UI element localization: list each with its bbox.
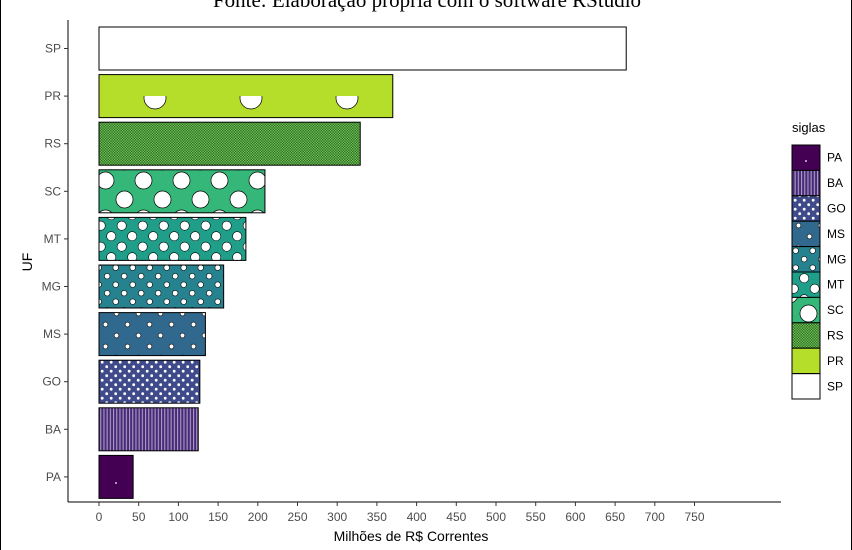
legend-key-pr <box>791 347 821 375</box>
x-tick-label: 300 <box>327 510 347 524</box>
x-tick-label: 350 <box>367 510 387 524</box>
legend-label-sc: SC <box>827 303 844 317</box>
x-tick-label: 0 <box>96 510 103 524</box>
legend-label-ba: BA <box>827 176 843 190</box>
x-tick-label: 500 <box>486 510 506 524</box>
bar-go <box>98 359 201 404</box>
legend-title: siglas <box>792 120 826 135</box>
bar-sp <box>98 26 627 71</box>
y-tick-label-go: GO <box>42 375 61 389</box>
legend-label-pa: PA <box>827 151 842 165</box>
legend-key-mt <box>791 271 821 298</box>
legend-key-sc <box>791 296 821 324</box>
x-tick-label: 450 <box>446 510 466 524</box>
x-tick-label: 700 <box>645 510 665 524</box>
y-axis-title: UF <box>19 253 35 272</box>
legend-key-pa <box>791 144 821 171</box>
y-tick-label-ba: BA <box>45 422 61 436</box>
legend-key-ba <box>791 169 821 197</box>
y-tick-label-sc: SC <box>44 184 61 198</box>
y-tick-label-mg: MG <box>42 280 61 294</box>
y-tick-label-sp: SP <box>45 42 61 56</box>
legend-label-pr: PR <box>827 354 844 368</box>
y-tick-label-ms: MS <box>43 327 61 341</box>
bar-mg <box>98 264 225 309</box>
bar-pa <box>98 454 134 499</box>
legend-label-mt: MT <box>827 278 845 292</box>
legend-label-go: GO <box>827 202 846 216</box>
y-tick-label-pa: PA <box>46 470 61 484</box>
x-tick-label: 750 <box>684 510 704 524</box>
legend-key-sp <box>791 373 821 400</box>
x-tick-label: 200 <box>248 510 268 524</box>
legend-label-mg: MG <box>827 252 846 266</box>
y-tick-label-rs: RS <box>44 137 61 151</box>
y-tick-label-pr: PR <box>44 89 61 103</box>
legend-key-ms <box>791 220 821 248</box>
bar-ms <box>98 312 206 357</box>
y-tick-label-mt: MT <box>44 232 62 246</box>
bar-mt <box>98 216 247 261</box>
legend-key-go <box>791 195 821 222</box>
figure-caption: Fonte: Elaboração própria com o software… <box>212 0 642 12</box>
legend-key-rs <box>791 322 821 349</box>
legend-label-rs: RS <box>827 329 844 343</box>
bar-pr <box>98 74 394 119</box>
bar-rs <box>98 121 361 166</box>
x-tick-label: 650 <box>605 510 625 524</box>
x-tick-label: 150 <box>208 510 228 524</box>
legend-label-sp: SP <box>827 379 843 393</box>
x-tick-label: 600 <box>565 510 585 524</box>
bar-ba <box>98 407 199 452</box>
legend-label-ms: MS <box>827 227 845 241</box>
x-tick-label: 400 <box>407 510 427 524</box>
bar-sc <box>98 169 266 214</box>
x-tick-label: 100 <box>168 510 188 524</box>
x-axis-title: Milhões de R$ Correntes <box>334 528 489 544</box>
x-tick-label: 550 <box>526 510 546 524</box>
x-tick-label: 250 <box>287 510 307 524</box>
x-tick-label: 50 <box>132 510 146 524</box>
legend-key-mg <box>791 246 821 273</box>
